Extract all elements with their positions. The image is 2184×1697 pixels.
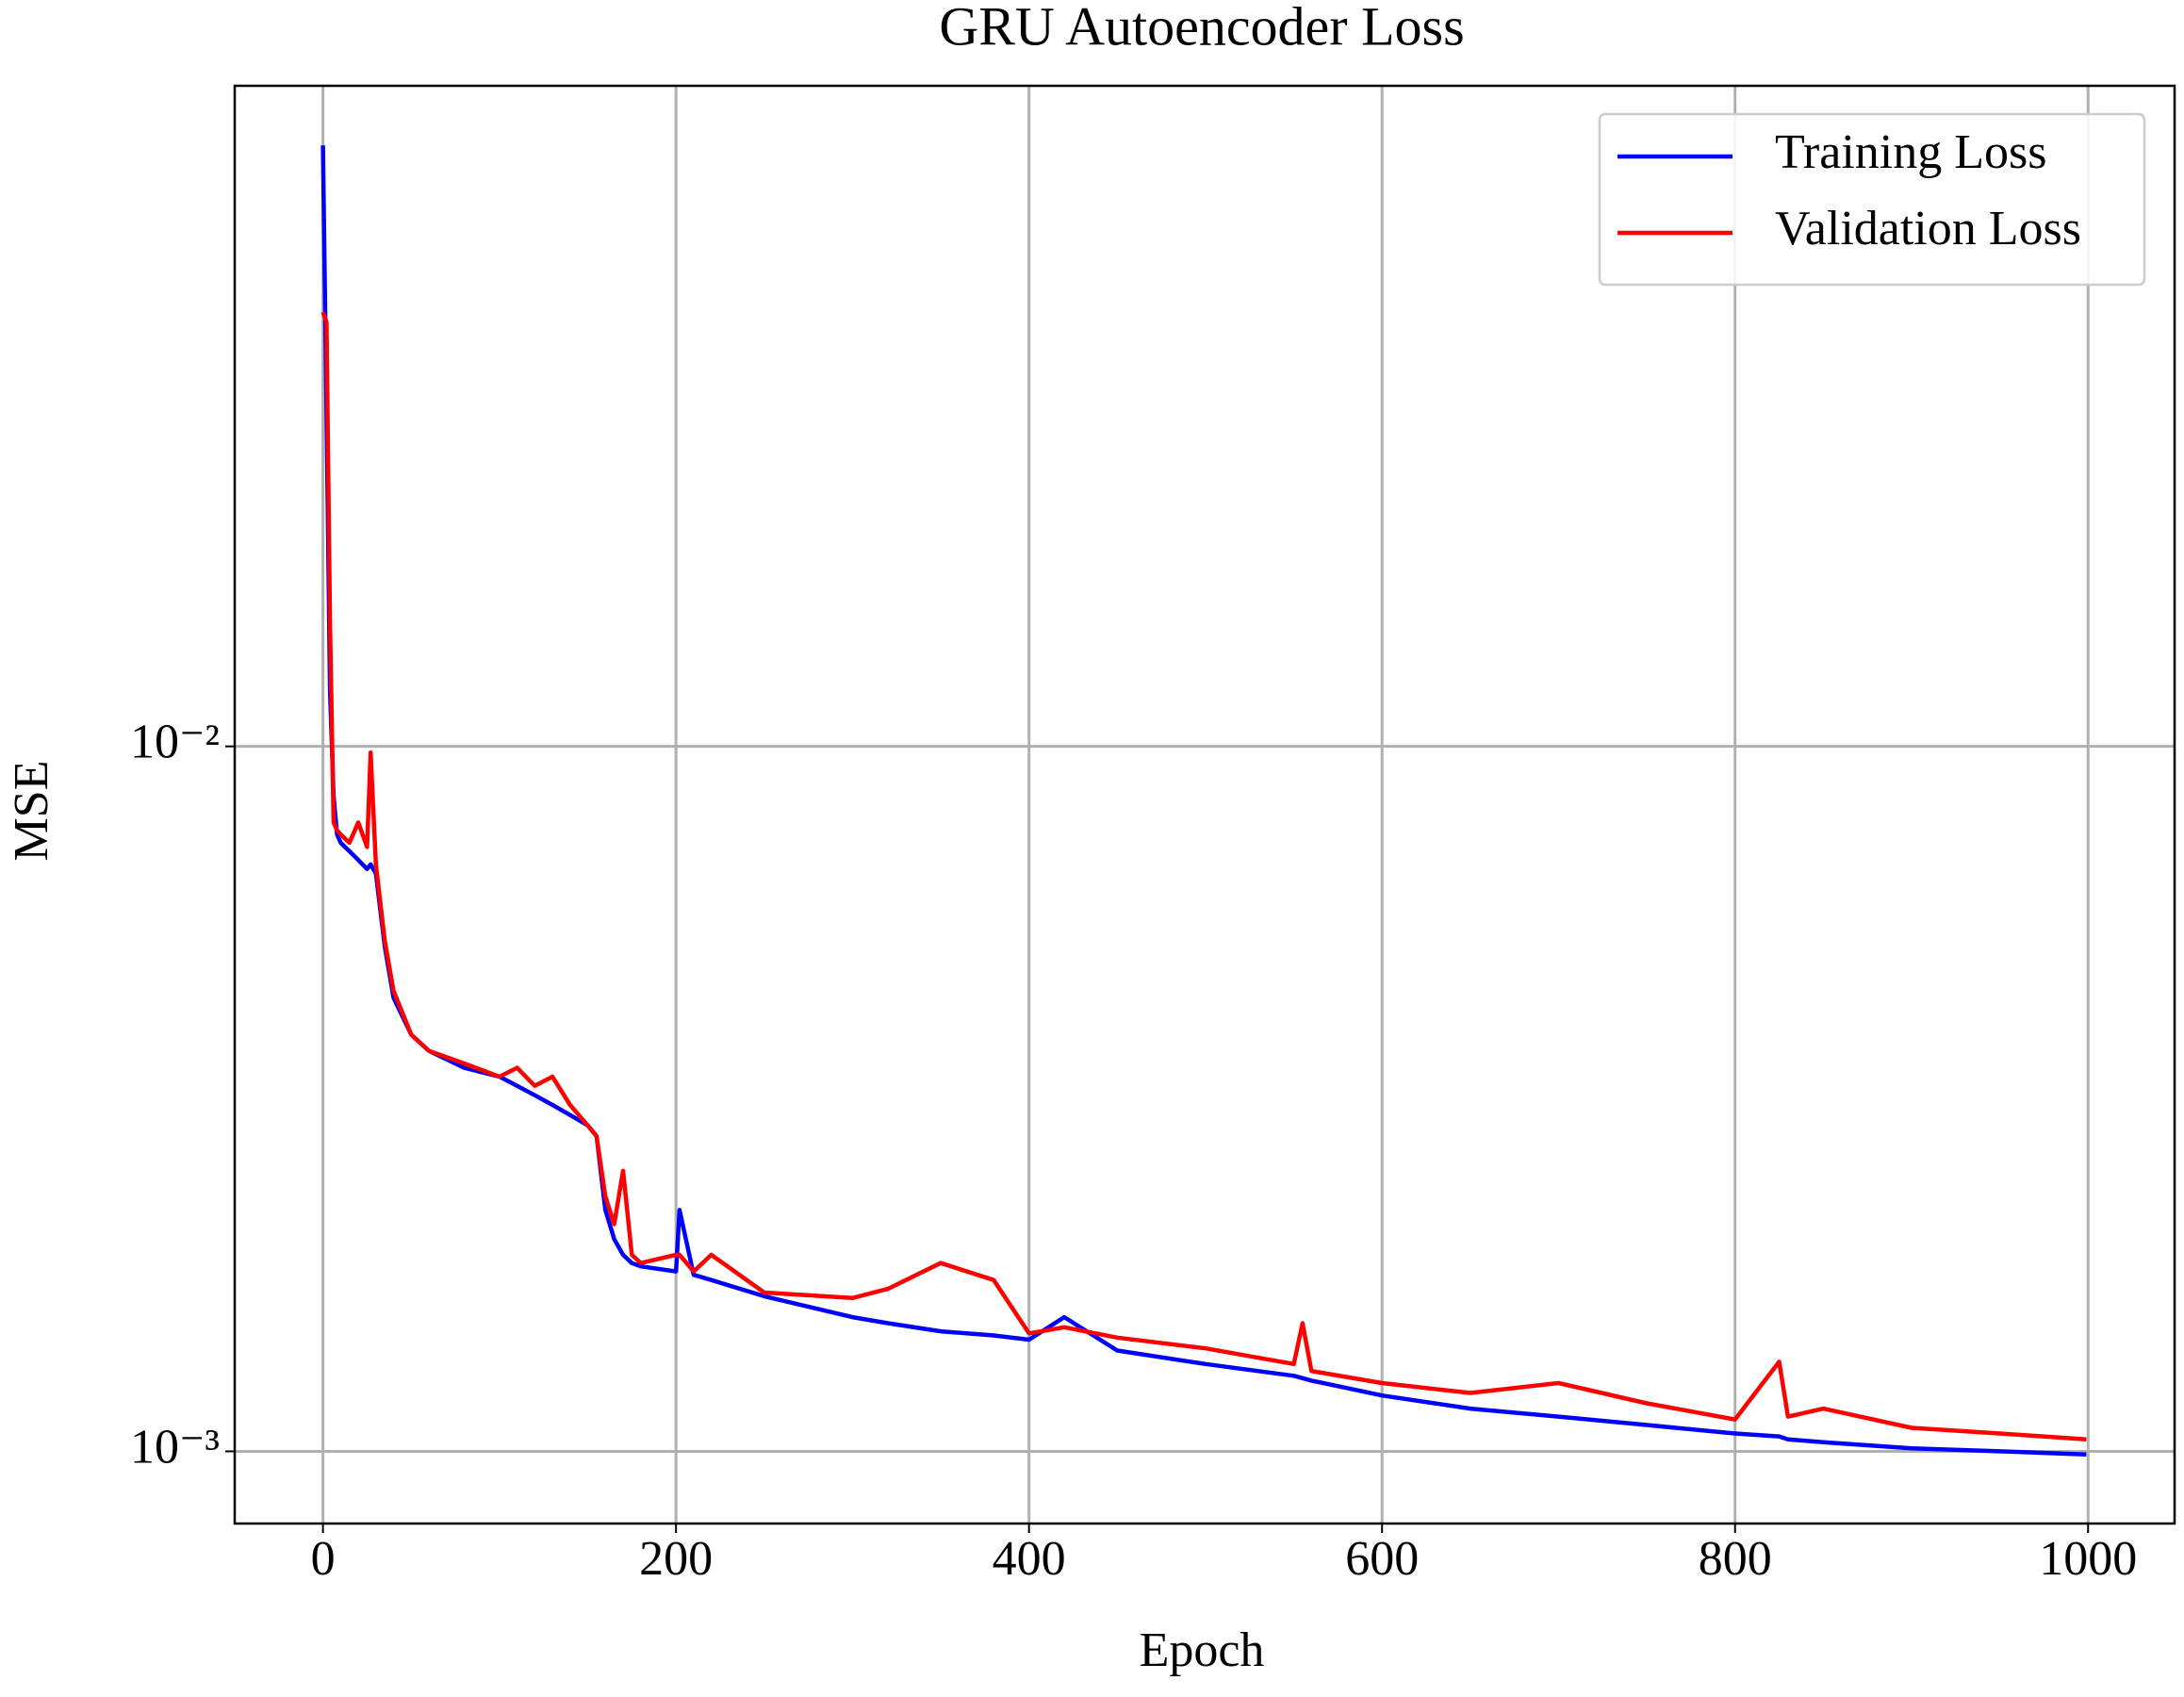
chart-title: GRU Autoencoder Loss — [939, 0, 1464, 57]
x-tick-label: 400 — [993, 1532, 1066, 1586]
y-tick-label: 10⁻² — [130, 716, 220, 769]
y-axis-label: MSE — [5, 761, 58, 862]
x-tick-label: 200 — [639, 1532, 713, 1586]
legend-box — [1598, 112, 2146, 287]
data-line — [320, 145, 2087, 1457]
x-tick-label: 800 — [1699, 1532, 1772, 1586]
x-axis-label: Epoch — [1140, 1623, 1265, 1677]
x-tick-label: 600 — [1345, 1532, 1419, 1586]
x-tick-label: 1000 — [2039, 1532, 2137, 1586]
legend-label: Training Loss — [1775, 125, 2046, 179]
legend-label: Validation Loss — [1775, 202, 2081, 255]
y-tick-label: 10⁻³ — [130, 1420, 220, 1474]
x-tick-label: 0 — [311, 1532, 336, 1586]
plot-frame — [233, 84, 2176, 1525]
data-line — [320, 311, 2087, 1442]
